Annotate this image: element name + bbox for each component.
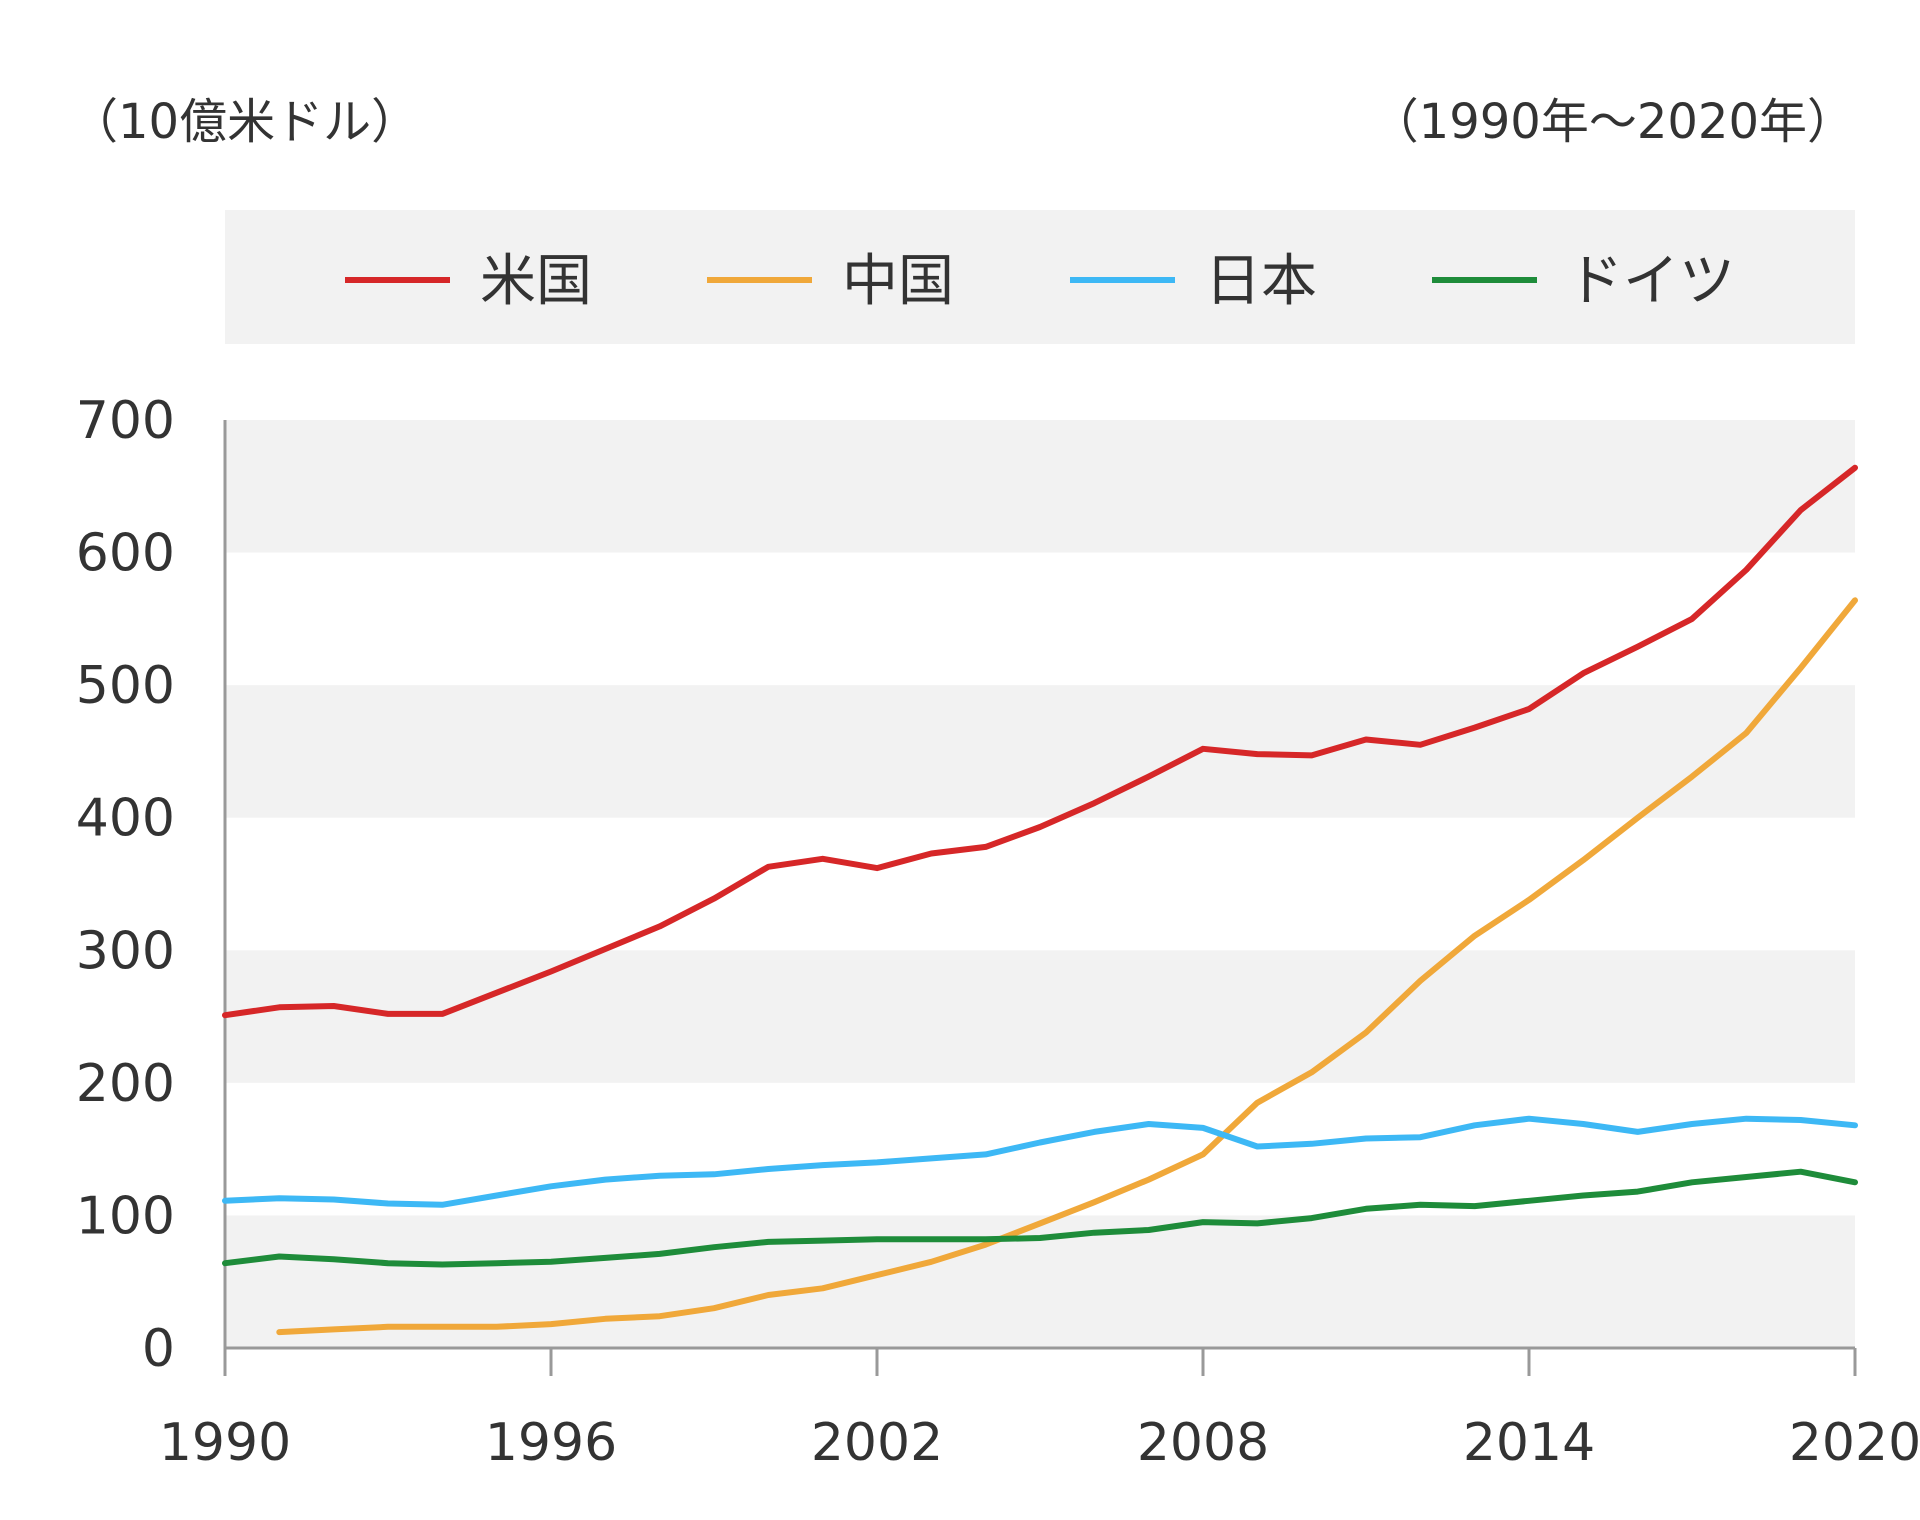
- grid-band: [225, 420, 1855, 553]
- series-line: [276, 597, 1858, 1336]
- x-tick-label: 2008: [1137, 1413, 1269, 1473]
- legend-box: [225, 210, 1855, 344]
- x-tick-label: 2014: [1463, 1413, 1595, 1473]
- legend-label: 日本: [1205, 249, 1317, 314]
- grid-bands: [225, 420, 1855, 1348]
- y-tick-label: 400: [76, 789, 175, 849]
- grid-band: [225, 685, 1855, 818]
- series-line: [222, 1168, 1858, 1268]
- grid-band: [225, 950, 1855, 1083]
- y-tick-label: 100: [76, 1186, 175, 1246]
- series-lines: [222, 464, 1858, 1336]
- series-line: [222, 1115, 1858, 1208]
- y-tick-label: 500: [76, 656, 175, 716]
- y-tick-label: 200: [76, 1054, 175, 1114]
- x-tick-label: 2002: [811, 1413, 943, 1473]
- x-tick-label: 1996: [485, 1413, 617, 1473]
- x-tick-label: 1990: [159, 1413, 291, 1473]
- legend-label: 中国: [842, 249, 954, 314]
- x-axis-ticks: 1990 1996 2002 2008 2014 2020: [159, 1348, 1920, 1473]
- y-axis-ticks: 0 100 200 300 400 500 600 700: [76, 391, 175, 1379]
- legend-label: ドイツ: [1567, 249, 1735, 314]
- x-tick-label: 2020: [1789, 1413, 1920, 1473]
- legend-label: 米国: [480, 249, 592, 314]
- y-tick-label: 0: [142, 1319, 175, 1379]
- y-tick-label: 700: [76, 391, 175, 451]
- axes: [223, 420, 1855, 1350]
- unit-label: （10億米ドル）: [70, 94, 419, 150]
- series-line: [222, 464, 1858, 1019]
- y-tick-label: 300: [76, 921, 175, 981]
- legend: 米国 中国 日本 ドイツ: [225, 210, 1855, 344]
- period-label: （1990年〜2020年）: [1371, 94, 1855, 150]
- y-tick-label: 600: [76, 524, 175, 584]
